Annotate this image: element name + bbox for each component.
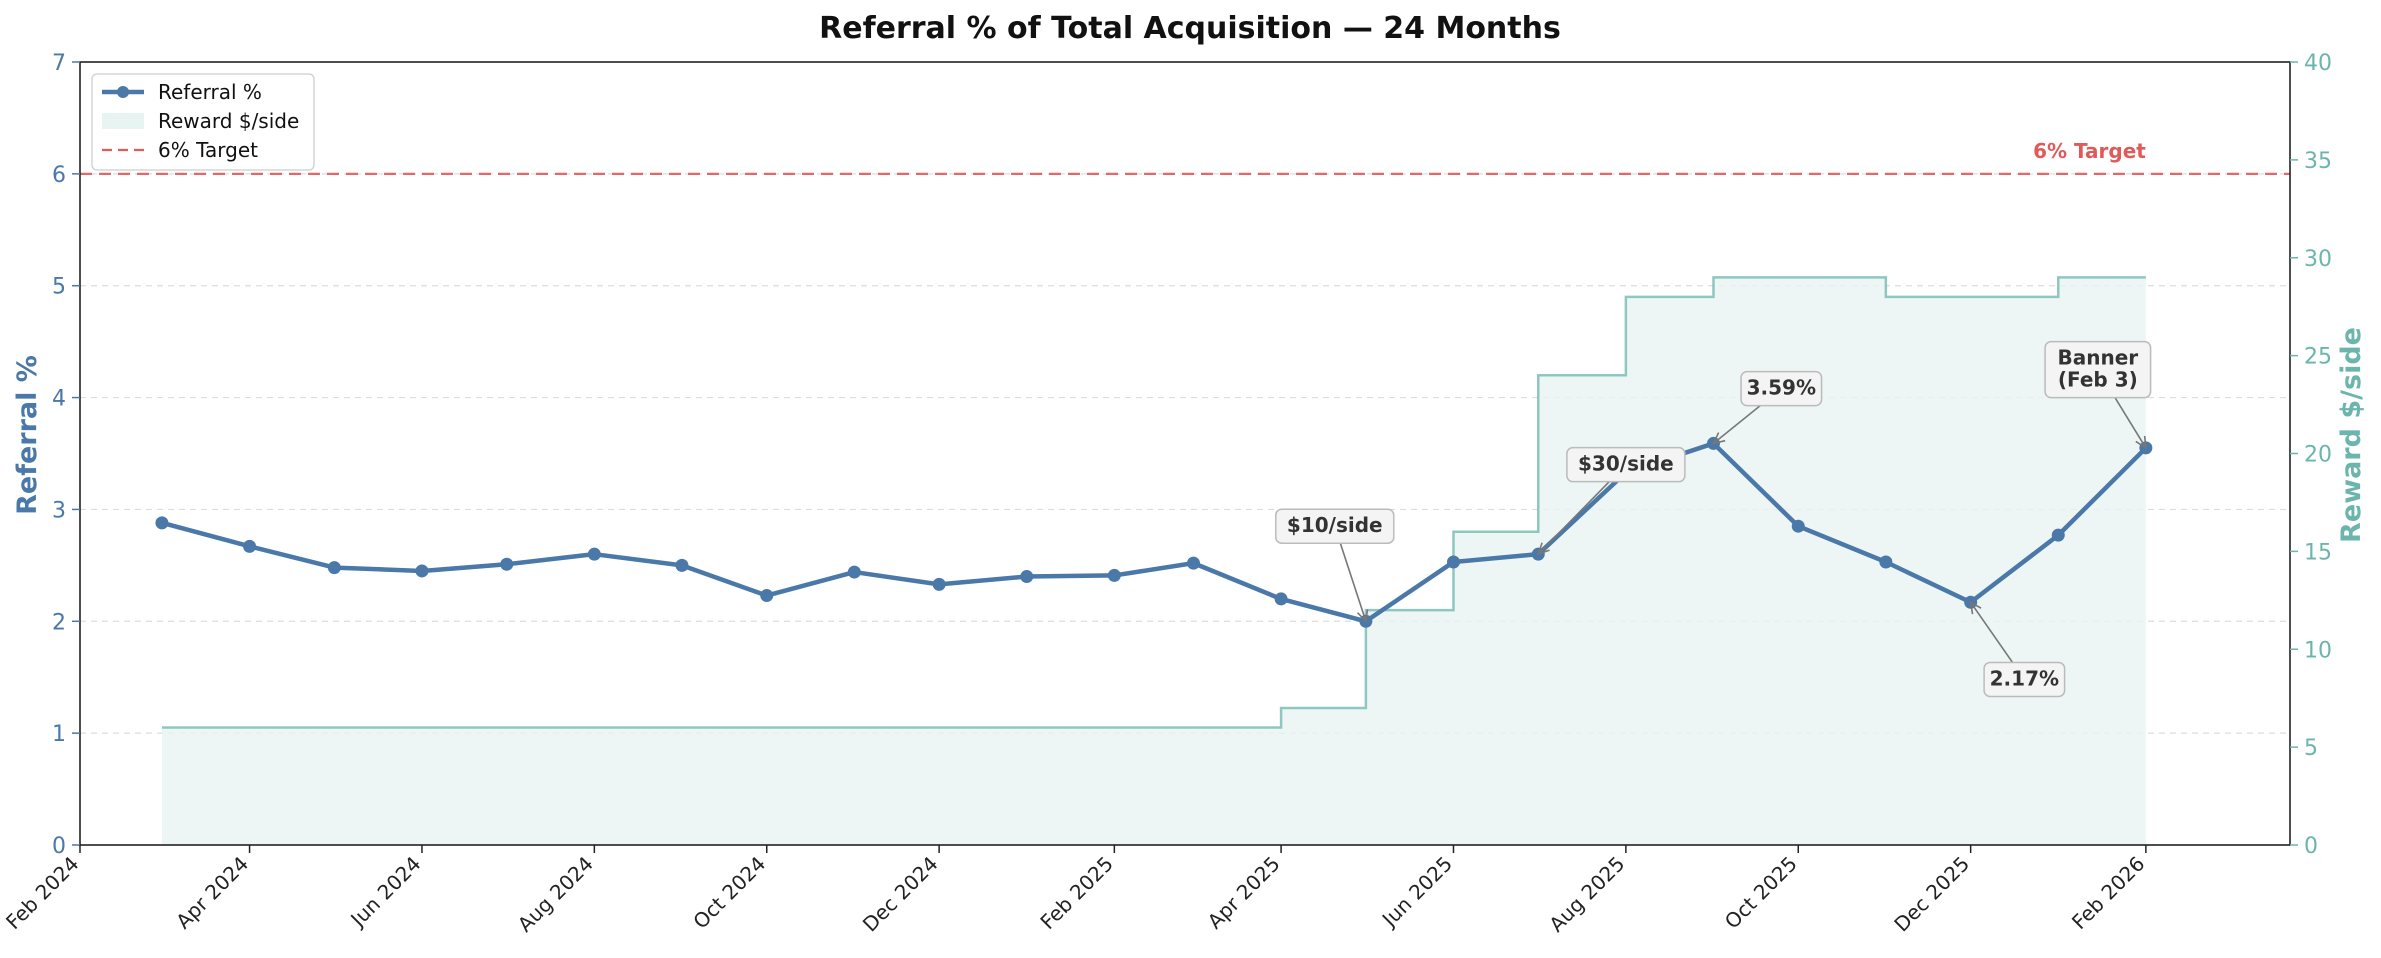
referral-point	[1274, 592, 1288, 606]
y-tick-label-left: 5	[52, 275, 66, 300]
referral-point	[2051, 528, 2065, 542]
y-tick-label-left: 3	[52, 498, 66, 523]
plot-area: 6% Target 0 1 2 3 4 5 6 7 0 5 10 15 20 25 30 35 40 Feb 202…	[1, 51, 2332, 937]
x-tick-label: Apr 2024	[171, 852, 253, 934]
referral-point	[243, 539, 257, 553]
annotation-box	[1740, 370, 1823, 407]
legend-label: 6% Target	[158, 138, 258, 162]
y-tick-label-right: 20	[2304, 443, 2332, 468]
referral-line	[161, 441, 2148, 624]
y-tick-label-right: 5	[2304, 736, 2318, 761]
y-tick-label-right: 30	[2304, 247, 2332, 272]
y-tick-label-left: 0	[52, 834, 66, 859]
x-tick-label: Jun 2025	[1376, 852, 1457, 933]
referral-point	[760, 589, 774, 603]
annotation-arrowhead	[2135, 435, 2147, 450]
x-tick-label: Feb 2026	[2067, 852, 2149, 934]
x-tick-label: Apr 2025	[1203, 852, 1285, 934]
legend-label: Reward $/side	[158, 109, 299, 133]
referral-point	[500, 557, 514, 571]
annotation-box	[1983, 661, 2066, 698]
y-tick-label-right: 35	[2304, 149, 2332, 174]
annotation: $10/side	[1275, 508, 1395, 624]
referral-point	[675, 558, 689, 572]
y-axis-label-left: Referral %	[12, 355, 43, 515]
y-tick-label-left: 2	[52, 610, 66, 635]
referral-point	[1446, 555, 1460, 569]
referral-point	[587, 547, 601, 561]
referral-point	[155, 516, 169, 530]
x-tick-label: Oct 2025	[1720, 852, 1802, 934]
annotation-label: $30/side	[1578, 452, 1674, 476]
annotation-box	[2044, 340, 2152, 399]
x-tick-label: Feb 2025	[1035, 852, 1117, 934]
legend: Referral % Reward $/side 6% Target	[91, 73, 315, 171]
referral-point	[1186, 556, 1200, 570]
y-tick-label-right: 25	[2304, 345, 2332, 370]
annotation-arrowhead	[1536, 542, 1550, 556]
y-axis-label-right: Reward $/side	[2336, 327, 2367, 543]
annotation-arrowhead	[1712, 432, 1726, 445]
referral-point	[327, 561, 341, 575]
referral-point	[1020, 570, 1034, 584]
annotation-label: 2.17%	[1990, 666, 2059, 690]
annotation-box	[1566, 446, 1686, 483]
legend-marker-referral	[117, 86, 129, 98]
annotation-label: Banner	[2057, 346, 2138, 370]
y-tick-label-left: 6	[52, 163, 66, 188]
x-tick-label: Dec 2025	[1889, 852, 1974, 937]
annotation-label: (Feb 3)	[2058, 368, 2138, 392]
annotation-arrowhead	[1969, 600, 1982, 615]
target-label: 6% Target	[2033, 139, 2146, 163]
y-tick-label-left: 4	[52, 387, 66, 412]
x-tick-label: Aug 2024	[513, 852, 598, 937]
legend-swatch-reward	[102, 113, 144, 129]
referral-point	[847, 565, 861, 579]
legend-frame	[91, 73, 315, 171]
referral-point	[1791, 519, 1805, 533]
referral-point	[415, 564, 429, 578]
annotation-box	[1275, 508, 1395, 544]
referral-point	[1879, 555, 1893, 569]
legend-label: Referral %	[158, 80, 262, 104]
annotation: 3.59%	[1712, 370, 1823, 445]
annotation-label: 3.59%	[1747, 376, 1816, 400]
y-tick-label-right: 15	[2304, 540, 2332, 565]
referral-point	[1107, 568, 1121, 582]
reward-area	[161, 277, 2146, 845]
chart-title: Referral % of Total Acquisition — 24 Mon…	[819, 11, 1561, 46]
y-tick-label-right: 40	[2304, 51, 2332, 76]
annotation: 2.17%	[1969, 600, 2066, 698]
annotation-arrowhead	[1356, 609, 1369, 624]
annotation: Banner(Feb 3)	[2044, 340, 2152, 450]
reward-step-line	[161, 276, 2146, 729]
annotation-label: $10/side	[1287, 513, 1383, 537]
x-tick-label: Oct 2024	[688, 852, 770, 934]
y-tick-label-right: 0	[2304, 834, 2318, 859]
annotation: $30/side	[1536, 446, 1686, 556]
y-tick-label-left: 7	[52, 51, 66, 76]
x-tick-label: Dec 2024	[858, 852, 943, 937]
referral-point	[932, 577, 946, 591]
x-tick-label: Aug 2025	[1544, 852, 1629, 937]
y-tick-label-left: 1	[52, 722, 66, 747]
y-tick-label-right: 10	[2304, 638, 2332, 663]
x-tick-label: Jun 2024	[345, 852, 426, 933]
x-tick-label: Feb 2024	[1, 852, 83, 934]
